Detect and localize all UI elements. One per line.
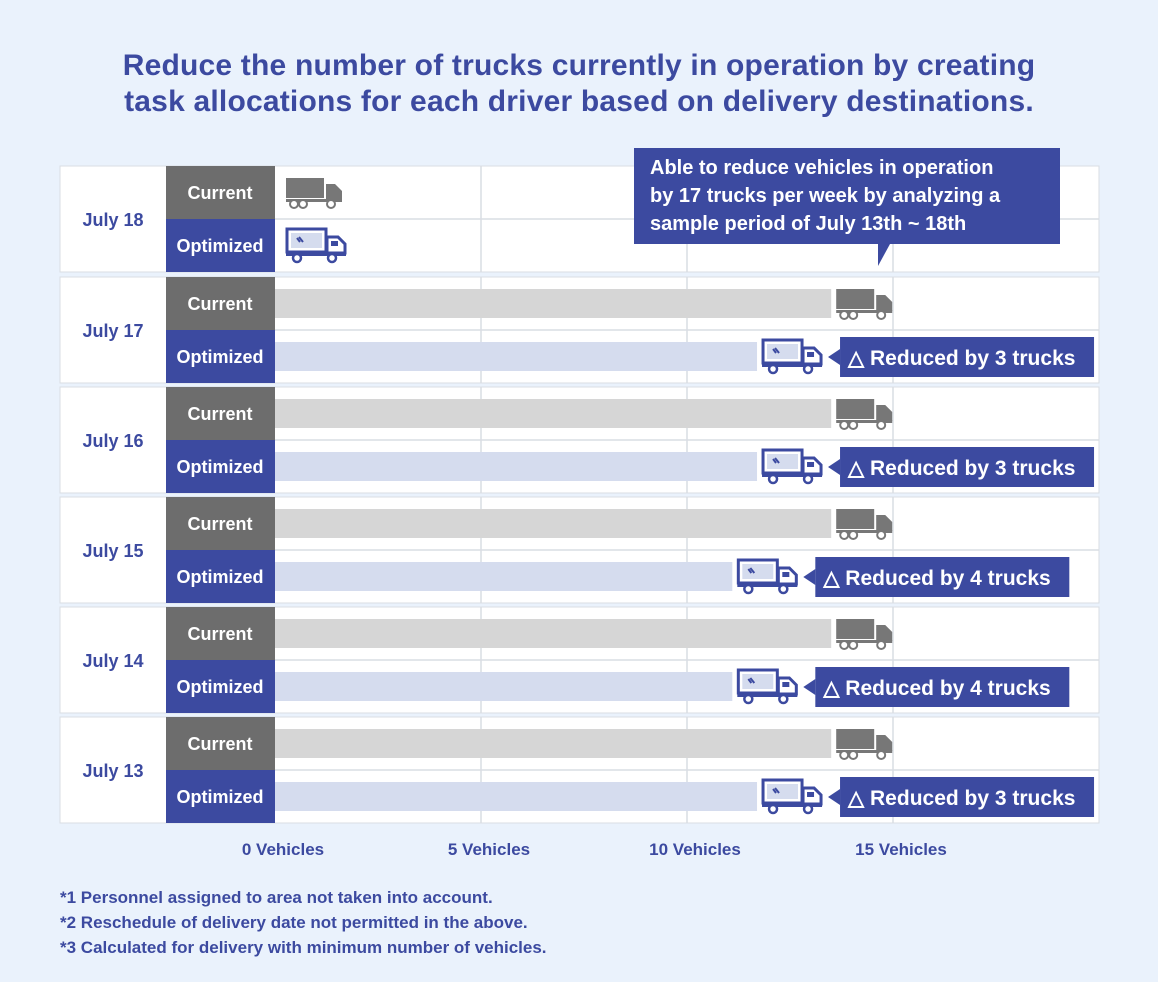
optimized-bar (275, 562, 733, 591)
date-label: July 14 (82, 651, 143, 671)
callout-line-1: Able to reduce vehicles in operation (650, 157, 994, 179)
chart-rows: July 18 Current Optimized July 17 Current Opt… (82, 166, 1099, 823)
current-label: Current (187, 294, 252, 314)
optimized-label: Optimized (176, 677, 263, 697)
date-label: July 17 (82, 321, 143, 341)
footnote-3: *3 Calculated for delivery with minimum … (60, 938, 547, 957)
optimized-bar (275, 782, 758, 811)
reduction-badge (815, 557, 1070, 597)
optimized-bar (275, 452, 758, 481)
row-july-17: July 17 Current Optimized △ Reduced by 3 tr… (82, 277, 1099, 383)
current-label-block (166, 497, 275, 550)
current-label-block (166, 166, 275, 219)
optimized-label-block (166, 440, 275, 493)
summary-callout: Able to reduce vehicles in operation by … (634, 148, 1060, 244)
callout-line-3: sample period of July 13th ~ 18th (650, 213, 967, 235)
reduction-badge (815, 667, 1070, 707)
optimized-label: Optimized (176, 567, 263, 587)
current-label-block (166, 387, 275, 440)
date-label: July 15 (82, 541, 143, 561)
callout-line-2: by 17 trucks per week by analyzing a (650, 185, 1001, 207)
reduction-label: △ Reduced by 3 trucks (847, 457, 1075, 480)
row-july-18: July 18 Current Optimized (82, 166, 1099, 272)
row-july-16: July 16 Current Optimized △ Reduced by 3 tr… (82, 387, 1099, 493)
reduction-label: △ Reduced by 3 trucks (847, 347, 1075, 370)
row-july-15: July 15 Current Optimized △ Reduced by 4 tr… (82, 497, 1099, 603)
optimized-label-block (166, 330, 275, 383)
reduction-badge-pointer (803, 679, 816, 695)
date-label: July 13 (82, 761, 143, 781)
reduction-label: △ Reduced by 4 trucks (822, 567, 1050, 590)
current-label: Current (187, 514, 252, 534)
current-bar (275, 619, 832, 648)
current-bar (275, 399, 832, 428)
row-july-14: July 14 Current Optimized △ Reduced by 4 tr… (82, 607, 1099, 713)
current-bar (275, 289, 832, 318)
x-tick-label: 15 Vehicles (855, 840, 947, 859)
optimized-bar (275, 342, 758, 371)
footnote-1: *1 Personnel assigned to area not taken … (60, 888, 493, 907)
current-label: Current (187, 183, 252, 203)
current-label-block (166, 607, 275, 660)
optimized-label-block (166, 770, 275, 823)
optimized-label-block (166, 219, 275, 272)
reduction-badge (840, 447, 1095, 487)
vehicle-count-chart: July 18 Current Optimized July 17 Current Opt… (59, 165, 1100, 859)
current-label: Current (187, 734, 252, 754)
x-axis-ticks: 0 Vehicles 5 Vehicles 10 Vehicles 15 Vehicl… (242, 840, 947, 859)
current-label: Current (187, 404, 252, 424)
optimized-label: Optimized (176, 457, 263, 477)
reduction-label: △ Reduced by 3 trucks (847, 787, 1075, 810)
reduction-badge (840, 337, 1095, 377)
reduction-badge-pointer (803, 569, 816, 585)
chart-title-line-2: task allocations for each driver based o… (124, 85, 1034, 118)
x-tick-label: 5 Vehicles (448, 840, 530, 859)
reduction-badge-pointer (828, 789, 841, 805)
optimized-label: Optimized (176, 236, 263, 256)
callout-pointer (878, 244, 890, 266)
reduction-badge-pointer (828, 459, 841, 475)
chart-title: Reduce the number of trucks currently in… (0, 48, 1158, 120)
optimized-label: Optimized (176, 787, 263, 807)
optimized-label-block (166, 660, 275, 713)
optimized-label-block (166, 550, 275, 603)
optimized-bar (275, 672, 733, 701)
reduction-badge (840, 777, 1095, 817)
reduction-label: △ Reduced by 4 trucks (822, 677, 1050, 700)
current-label-block (166, 277, 275, 330)
footnote-2: *2 Reschedule of delivery date not permi… (60, 913, 528, 932)
current-label-block (166, 717, 275, 770)
row-july-13: July 13 Current Optimized △ Reduced by 3 tr… (82, 717, 1099, 823)
x-tick-label: 0 Vehicles (242, 840, 324, 859)
footnotes: *1 Personnel assigned to area not taken … (60, 885, 547, 960)
date-label: July 18 (82, 210, 143, 230)
current-bar (275, 729, 832, 758)
current-bar (275, 509, 832, 538)
chart-title-line-1: Reduce the number of trucks currently in… (122, 49, 1036, 82)
current-label: Current (187, 624, 252, 644)
x-tick-label: 10 Vehicles (649, 840, 741, 859)
optimized-label: Optimized (176, 347, 263, 367)
date-label: July 16 (82, 431, 143, 451)
reduction-badge-pointer (828, 349, 841, 365)
